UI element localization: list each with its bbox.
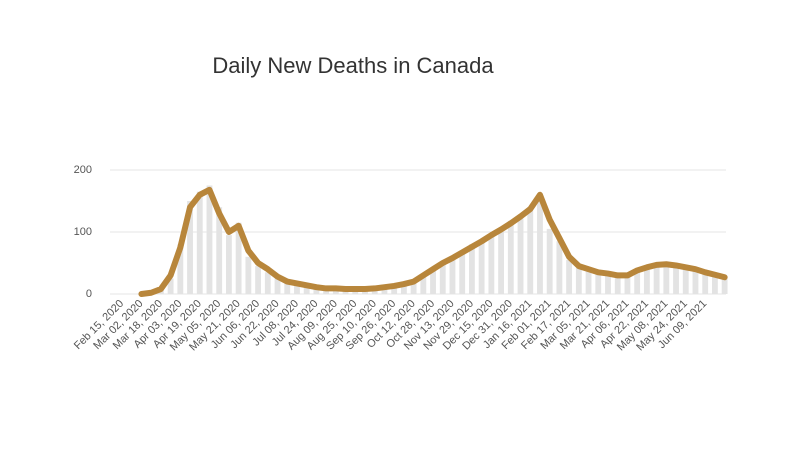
bar bbox=[187, 201, 193, 294]
bar bbox=[216, 207, 223, 294]
bar bbox=[391, 286, 398, 294]
bar bbox=[614, 276, 621, 294]
bar bbox=[332, 289, 339, 294]
bar bbox=[575, 267, 582, 294]
y-tick-label: 0 bbox=[86, 288, 92, 300]
bar bbox=[546, 228, 553, 294]
line bbox=[138, 186, 728, 297]
bar bbox=[566, 259, 573, 294]
bar bbox=[682, 267, 689, 294]
bar bbox=[352, 290, 359, 294]
bar bbox=[294, 284, 300, 294]
bar bbox=[663, 263, 670, 294]
bar bbox=[624, 277, 631, 294]
bar bbox=[430, 267, 436, 294]
bar bbox=[605, 274, 611, 294]
bar bbox=[410, 282, 417, 294]
bar bbox=[381, 287, 388, 294]
bar bbox=[264, 272, 271, 294]
chart-title: Daily New Deaths in Canada bbox=[212, 53, 494, 78]
bar bbox=[469, 244, 475, 294]
bar bbox=[537, 201, 543, 294]
bar bbox=[556, 241, 563, 294]
bar bbox=[702, 273, 709, 294]
bar bbox=[488, 233, 495, 294]
bar bbox=[206, 185, 213, 294]
bar bbox=[371, 289, 378, 294]
bar bbox=[595, 273, 602, 294]
bar bbox=[303, 286, 310, 294]
bar bbox=[449, 256, 456, 294]
bar bbox=[527, 207, 534, 294]
y-tick-label: 100 bbox=[74, 226, 92, 238]
bar bbox=[498, 232, 504, 294]
bar bbox=[323, 289, 330, 294]
bar bbox=[585, 270, 592, 294]
bar bbox=[507, 220, 514, 294]
bar bbox=[478, 241, 485, 294]
bar bbox=[721, 278, 728, 294]
bar bbox=[692, 270, 699, 294]
bar bbox=[459, 253, 466, 294]
bar bbox=[255, 266, 261, 294]
bar bbox=[643, 267, 650, 294]
bar bbox=[284, 282, 291, 294]
bar bbox=[439, 264, 446, 294]
bar bbox=[274, 278, 281, 294]
bar bbox=[167, 278, 174, 294]
bar bbox=[313, 287, 320, 294]
y-tick-label: 200 bbox=[74, 164, 92, 176]
bar bbox=[226, 235, 232, 294]
bar bbox=[634, 271, 641, 294]
bar bbox=[235, 222, 242, 294]
bar bbox=[420, 276, 427, 294]
bar bbox=[712, 276, 718, 294]
bar bbox=[673, 266, 679, 294]
bar bbox=[245, 256, 252, 294]
bar bbox=[177, 244, 184, 294]
bar bbox=[517, 218, 524, 294]
bar bbox=[196, 191, 203, 294]
bar bbox=[400, 284, 407, 294]
bar bbox=[653, 266, 660, 294]
